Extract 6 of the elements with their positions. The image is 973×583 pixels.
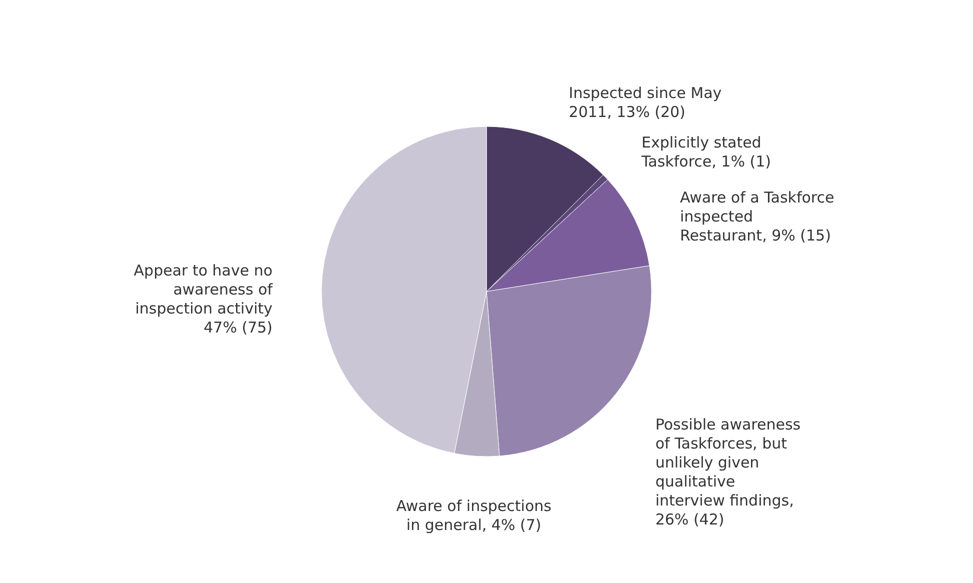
slice-label: Possible awareness of Taskforces, but unlikely given qualitative interview findings, 26% (42) [655,416,801,529]
slice-label: Appear to have no awareness of inspection activity 47% (75) [134,261,274,336]
slice-label: Inspected since May 2011, 13% (20) [568,84,722,121]
slice-label: Aware of a Taskforce inspected Restaurant, 9% (15) [680,188,834,245]
slice-label: Aware of inspections in general, 4% (7) [396,497,552,534]
slice-label: Explicitly stated Taskforce, 1% (1) [640,133,771,170]
